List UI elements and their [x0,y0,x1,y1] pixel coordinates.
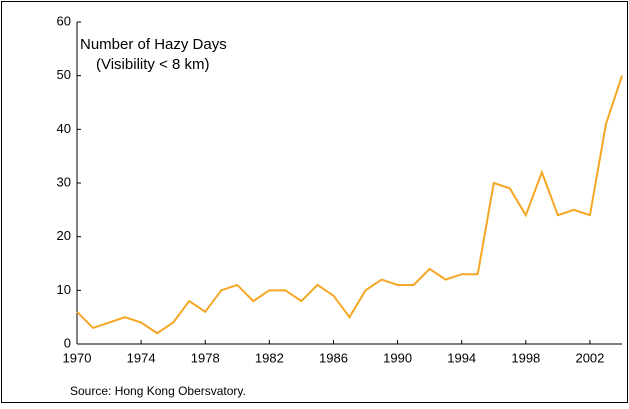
y-tick-label: 10 [57,282,71,297]
y-tick-label: 50 [57,67,71,82]
y-tick-label: 0 [64,335,71,350]
data-line [76,75,623,335]
x-tick-label: 1994 [447,350,476,365]
x-tick-label: 1990 [383,350,412,365]
x-tick-label: 2002 [575,350,604,365]
y-tick-label: 30 [57,174,71,189]
x-tick-label: 1998 [511,350,540,365]
y-tick-label: 60 [57,13,71,28]
source-note: Source: Hong Kong Obersvatory. [70,384,246,398]
x-tick-label: 1978 [191,350,220,365]
chart-title: Number of Hazy Days [80,36,227,53]
x-tick-label: 1970 [63,350,92,365]
frame [1,1,628,403]
x-tick-label: 1982 [255,350,284,365]
x-tick-label: 1974 [127,350,156,365]
x-tick-label: 1986 [319,350,348,365]
y-tick-label: 20 [57,228,71,243]
y-tick-label: 40 [57,121,71,136]
chart-subtitle: (Visibility < 8 km) [96,56,210,73]
